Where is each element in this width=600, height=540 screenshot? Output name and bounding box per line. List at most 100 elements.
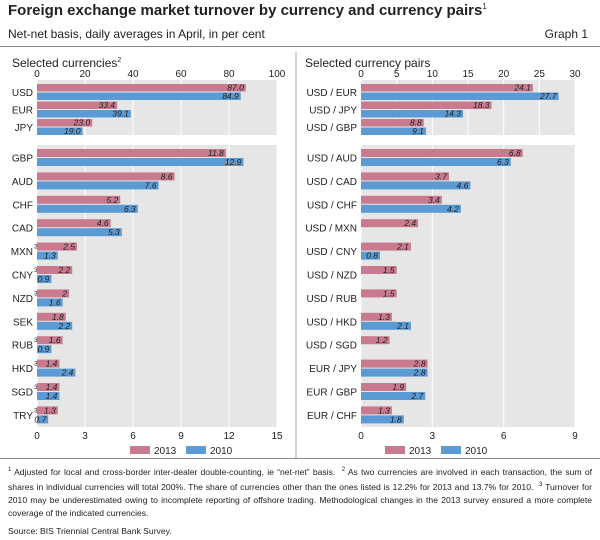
currency-category-label: SEK [13, 317, 33, 328]
title-footnote-mark: 1 [482, 2, 487, 11]
currency-category-note: 3 [34, 337, 38, 344]
currency-data-label-2010: 0.7 [34, 414, 46, 424]
currency-category-label: TRY [13, 411, 33, 422]
footer-rule [0, 458, 600, 459]
currency-data-label-2013: 1.8 [52, 312, 64, 322]
currency-bar-2010 [37, 127, 83, 135]
panel-title-currency-pairs: Selected currency pairs [305, 56, 431, 70]
currency-top-tick-label: 100 [269, 69, 286, 80]
currency-bar-2010 [37, 298, 63, 307]
pair-category-label: USD / JPY [309, 106, 357, 117]
pair-bar-2010 [361, 321, 411, 330]
currency-bottom-tick-label: 3 [82, 431, 88, 442]
currency-panel-bg-bottom [37, 145, 277, 427]
currency-bottom-tick-label: 15 [271, 431, 283, 442]
pair-data-label-2013: 24.1 [513, 83, 531, 93]
currency-data-label-2010: 0.9 [38, 344, 50, 354]
currency-data-label-2010: 39.1 [112, 109, 129, 119]
pair-top-tick-label: 15 [462, 69, 474, 80]
pair-bottom-tick-label: 6 [501, 431, 507, 442]
currency-bar-2010 [37, 392, 60, 400]
currency-category-label: HKD [12, 364, 33, 375]
pair-bar-2013 [361, 84, 533, 92]
header-rule [0, 46, 600, 47]
currency-category-label: NZD [12, 294, 33, 305]
currency-bar-2010 [37, 204, 138, 213]
pair-data-label-2010: 27.7 [539, 91, 557, 101]
currency-category-note: 3 [34, 267, 38, 274]
currency-category-note: 3 [34, 244, 38, 251]
footnotes: 1 Adjusted for local and cross-border in… [8, 466, 592, 518]
pair-bottom-tick-label: 9 [572, 431, 578, 442]
legend-label-2013: 2013 [409, 446, 432, 457]
currency-data-label-2010: 1.6 [49, 297, 61, 307]
chart-title: Foreign exchange market turnover by curr… [8, 2, 487, 19]
legend-swatch-2010 [441, 446, 461, 454]
pair-bar-2013 [361, 266, 397, 274]
pair-top-tick-label: 5 [394, 69, 400, 80]
currency-data-label-2013: 1.6 [49, 335, 61, 345]
currency-bar-2010 [37, 321, 73, 330]
currency-category-label: RUB [12, 341, 33, 352]
pair-data-label-2010: 2.1 [396, 321, 409, 331]
pair-data-label-2010: 9.1 [412, 126, 424, 136]
pair-category-label: USD / NZD [307, 271, 357, 282]
pair-data-label-2013: 3.4 [428, 195, 440, 205]
currency-data-label-2013: 2 [61, 288, 67, 298]
pair-bar-2013 [361, 336, 390, 345]
pair-data-label-2013: 8.8 [410, 118, 422, 128]
currency-bar-2010 [37, 275, 52, 283]
currency-category-label: CNY [12, 271, 33, 282]
pair-bar-2010 [361, 158, 511, 166]
legend-swatch-2013 [385, 446, 405, 454]
currency-category-label: GBP [12, 154, 33, 165]
currency-bar-2013 [37, 383, 60, 391]
pair-category-label: USD / CHF [307, 200, 357, 211]
pair-data-label-2013: 6.8 [509, 148, 521, 158]
currency-bottom-tick-label: 0 [34, 431, 40, 442]
pair-category-label: USD / MXN [305, 224, 357, 235]
pair-data-label-2010: 6.3 [497, 157, 509, 167]
currency-data-label-2013: 2.2 [57, 265, 70, 275]
currency-bar-2013 [37, 195, 121, 204]
currency-data-label-2013: 8.6 [161, 171, 173, 181]
pair-top-tick-label: 20 [498, 69, 510, 80]
currency-data-label-2010: 12.9 [225, 157, 242, 167]
pair-bar-2013 [361, 383, 407, 391]
footnote-1: Adjusted for local and cross-border inte… [14, 466, 336, 477]
pair-bar-2010 [361, 110, 464, 118]
pair-bar-2013 [361, 195, 442, 204]
pair-bar-2010 [361, 415, 404, 424]
currency-data-label-2010: 19.0 [64, 126, 81, 136]
currency-data-label-2010: 2.4 [61, 368, 74, 378]
currency-data-label-2013: 4.6 [97, 218, 109, 228]
pair-data-label-2013: 18.3 [473, 100, 490, 110]
pair-top-tick-label: 30 [569, 69, 581, 80]
currency-bar-2010 [37, 228, 122, 237]
pair-bar-2013 [361, 149, 523, 157]
footnote-2: As two currencies are involved in each t… [8, 466, 592, 492]
currency-category-label: MXN [11, 247, 33, 258]
currency-bar-2010 [37, 181, 159, 190]
pair-bar-2010 [361, 392, 426, 400]
pair-bar-2010 [361, 92, 559, 100]
currency-data-label-2013: 5.2 [106, 195, 118, 205]
legend-swatch-2010 [186, 446, 206, 454]
currency-top-tick-label: 80 [223, 69, 235, 80]
currency-top-tick-label: 0 [34, 69, 40, 80]
currency-category-note: 3 [34, 384, 38, 391]
currency-bar-2013 [37, 312, 66, 321]
currency-data-label-2010: 84.9 [222, 91, 239, 101]
pair-bar-2013 [361, 406, 392, 415]
pair-bar-2010 [361, 368, 428, 377]
currency-bar-2013 [37, 359, 60, 368]
currency-category-label: CHF [12, 200, 33, 211]
legend-swatch-2013 [130, 446, 150, 454]
pair-bar-2013 [361, 101, 492, 109]
pair-data-label-2013: 3.7 [435, 171, 447, 181]
pair-category-label: USD / RUB [306, 294, 357, 305]
currency-bar-2010 [37, 158, 244, 166]
pair-bar-2013 [361, 242, 411, 251]
currency-data-label-2013: 11.8 [208, 148, 224, 158]
